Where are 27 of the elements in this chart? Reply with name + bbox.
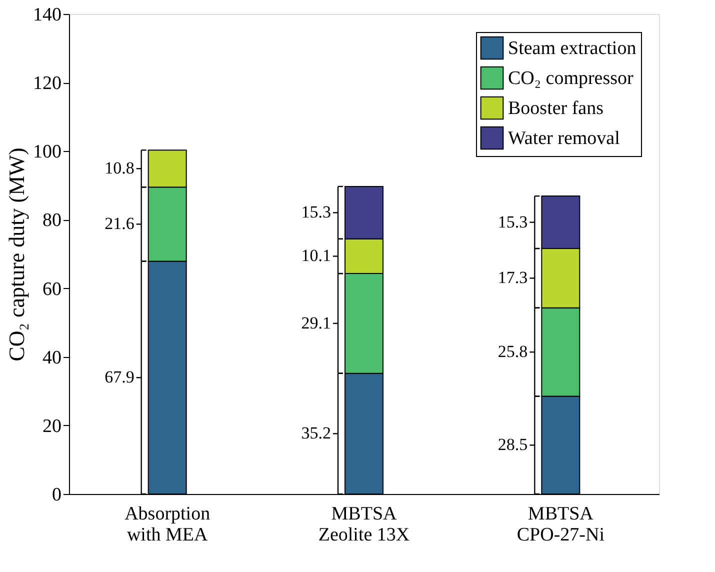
data-label: 29.1 xyxy=(301,313,331,332)
y-axis-title: CO₂ capture duty (MW) xyxy=(4,148,29,362)
x-tick-label: MBTSA CPO-27-Ni xyxy=(516,504,604,546)
data-label: 21.6 xyxy=(104,214,134,234)
data-label: 67.9 xyxy=(104,368,134,387)
data-label: 10.8 xyxy=(104,158,134,178)
legend-label: Water removal xyxy=(508,128,620,149)
y-tick-label: 60 xyxy=(42,278,62,300)
data-label: 15.3 xyxy=(301,202,331,222)
y-tick-label: 40 xyxy=(42,347,62,368)
x-tick-label: MBTSA Zeolite 13X xyxy=(318,504,410,546)
y-tick-label: 80 xyxy=(42,210,62,232)
y-tick-label: 100 xyxy=(33,142,62,163)
data-label: 15.3 xyxy=(498,212,528,232)
legend-label: CO₂ compressor xyxy=(508,68,634,89)
data-label: 10.1 xyxy=(301,246,331,266)
y-tick-label: 140 xyxy=(33,4,62,26)
data-label: 28.5 xyxy=(498,435,528,454)
legend-label: Steam extraction xyxy=(508,38,637,59)
data-label: 35.2 xyxy=(301,424,331,443)
legend-label: Booster fans xyxy=(508,98,604,119)
x-tick-label: Absorption with MEA xyxy=(124,504,211,546)
data-label: 25.8 xyxy=(498,342,528,362)
data-label: 17.3 xyxy=(498,268,528,288)
y-tick-label: 0 xyxy=(52,484,62,506)
y-tick-label: 120 xyxy=(33,73,62,94)
y-tick-label: 20 xyxy=(42,416,62,437)
